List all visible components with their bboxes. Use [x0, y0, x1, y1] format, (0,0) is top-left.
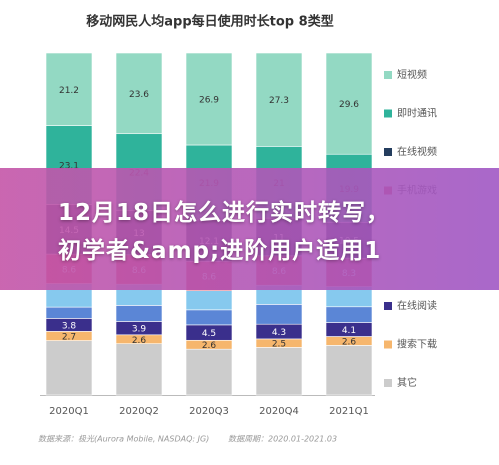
value-label: 2.6	[202, 341, 217, 351]
bar-segment	[325, 306, 373, 323]
legend-swatch	[384, 148, 392, 156]
legend-swatch	[384, 379, 392, 387]
value-label: 3.8	[62, 321, 77, 331]
legend-label: 其它	[397, 376, 417, 389]
x-tick-label: 2020Q2	[119, 406, 159, 417]
legend-label: 在线阅读	[397, 299, 437, 312]
period: 数据周期：2020.01-2021.03	[228, 435, 337, 444]
legend-label: 短视频	[397, 68, 427, 81]
bar-segment	[325, 345, 373, 396]
banner: 12月18日怎么进行实时转写， 初学者&amp;进阶用户适用1	[0, 168, 499, 290]
legend-swatch	[384, 109, 392, 118]
legend-swatch	[384, 71, 392, 79]
value-label: 2.5	[272, 340, 286, 350]
bar-segment	[115, 343, 163, 396]
value-label: 4.5	[202, 329, 216, 339]
value-label: 4.3	[272, 328, 286, 338]
bar-segment	[255, 52, 303, 147]
value-label: 23.1	[59, 162, 79, 172]
chart-title: 移动网民人均app每日使用时长top 8类型	[86, 14, 333, 30]
legend-label: 在线视频	[397, 145, 437, 158]
legend-swatch	[384, 340, 392, 349]
legend-swatch	[384, 302, 392, 310]
value-label: 4.1	[342, 326, 356, 336]
value-label: 2.6	[342, 337, 357, 347]
value-label: 2.6	[132, 336, 147, 346]
x-tick-label: 2020Q4	[259, 406, 299, 417]
banner-line: 初学者&amp;进阶用户适用1	[58, 238, 382, 264]
source: 数据来源：极光(Aurora Mobile, NASDAQ: JG)	[38, 435, 209, 444]
value-label: 2.7	[62, 333, 76, 343]
banner-line: 12月18日怎么进行实时转写，	[58, 200, 391, 226]
bar-segment	[45, 52, 93, 126]
bar-segment	[185, 348, 233, 396]
bar-segment	[115, 52, 163, 135]
bar-segment	[45, 306, 93, 319]
x-tick-label: 2020Q1	[49, 406, 89, 417]
bar-segment	[115, 305, 163, 322]
value-label: 26.9	[199, 95, 219, 105]
x-tick-label: 2021Q1	[329, 406, 369, 417]
bar-segment	[185, 290, 233, 311]
bar-segment	[185, 309, 233, 326]
bar-segment	[255, 347, 303, 396]
legend-label: 搜索下载	[397, 338, 437, 351]
value-label: 23.6	[129, 90, 149, 100]
value-label: 29.6	[339, 100, 359, 110]
x-tick-label: 2020Q3	[189, 406, 229, 417]
bar-segment	[325, 52, 373, 155]
bar-segment	[255, 304, 303, 325]
value-label: 21.2	[59, 86, 79, 96]
legend-label: 即时通讯	[397, 108, 437, 120]
bar-segment	[45, 340, 93, 396]
value-label: 27.3	[269, 96, 289, 106]
bar-segment	[185, 52, 233, 146]
value-label: 3.9	[132, 325, 147, 335]
